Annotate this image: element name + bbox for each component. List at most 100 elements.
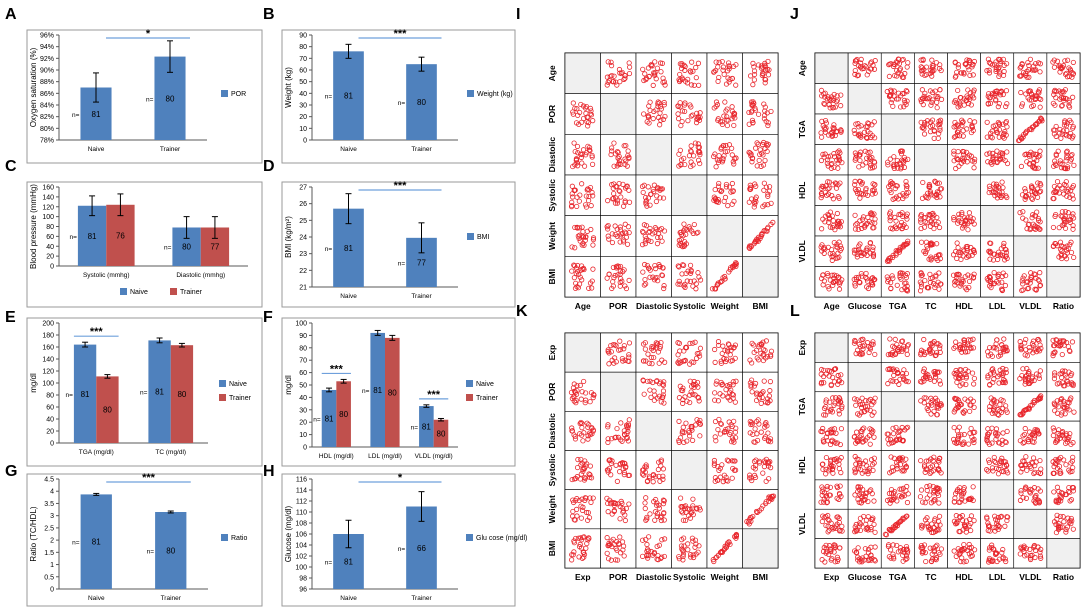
- scatter-point: [573, 270, 579, 276]
- y-tick-label: 82%: [40, 114, 54, 121]
- matrix-cell: [742, 256, 779, 298]
- n-value-label: 66: [417, 544, 426, 553]
- scatter-point: [861, 129, 868, 135]
- scatter-point: [859, 216, 866, 222]
- scatter-point: [750, 513, 756, 520]
- scatter-point: [832, 366, 839, 372]
- scatter-point: [678, 243, 685, 249]
- scatter-point: [754, 390, 760, 396]
- scatter-point: [1059, 102, 1065, 109]
- scatter-point: [960, 278, 966, 285]
- scatter-point: [661, 510, 667, 516]
- scatter-point: [579, 160, 585, 166]
- scatter-point: [853, 351, 859, 357]
- scatter-point: [827, 399, 833, 405]
- scatter-point: [589, 161, 596, 167]
- n-value-label: 77: [417, 258, 426, 267]
- scatter-point: [885, 159, 891, 165]
- scatter-point: [1069, 381, 1075, 388]
- scatter-point: [1058, 243, 1064, 249]
- scatter-point: [952, 279, 958, 285]
- scatter-point: [753, 199, 759, 205]
- y-tick-label: 20: [46, 429, 54, 436]
- scatter-point: [719, 382, 725, 388]
- scatter-point: [931, 338, 937, 345]
- y-tick-label: 23: [299, 251, 307, 258]
- scatter-point: [762, 60, 768, 66]
- scatter-point: [1028, 183, 1035, 189]
- scatter-point: [824, 96, 830, 102]
- scatter-point: [605, 233, 611, 239]
- scatter-point: [997, 92, 1004, 98]
- scatter-point: [676, 556, 682, 562]
- scatter-point: [605, 436, 611, 442]
- scatter-point: [838, 128, 844, 134]
- scatter-point: [646, 473, 652, 479]
- scatter-point: [750, 99, 756, 105]
- scatter-point: [905, 379, 911, 385]
- scatter-point: [830, 282, 836, 288]
- scatter-point: [872, 276, 878, 283]
- scatter-point: [1063, 123, 1070, 129]
- scatter-point: [985, 349, 991, 355]
- scatter-point: [723, 477, 729, 484]
- bar-f: [321, 389, 337, 447]
- scatter-point: [851, 340, 858, 346]
- scatter-point: [693, 64, 699, 71]
- scatter-point: [927, 279, 933, 286]
- scatter-point: [956, 215, 962, 221]
- scatter-point: [580, 466, 586, 472]
- scatter-point: [933, 272, 939, 278]
- y-tick-label: 98: [299, 576, 307, 583]
- scatter-point: [589, 152, 595, 159]
- scatter-point: [922, 277, 928, 284]
- scatter-point: [1061, 165, 1067, 171]
- n-value-label: 81: [92, 538, 101, 547]
- scatter-point: [661, 283, 667, 289]
- matrix-row-label: Diastolic: [547, 137, 557, 173]
- scatter-point: [984, 151, 990, 157]
- scatter-point: [577, 274, 583, 280]
- n-value-label: 80: [177, 390, 186, 399]
- scatter-point: [718, 360, 724, 366]
- scatter-point: [641, 282, 647, 288]
- scatter-point: [650, 116, 656, 122]
- scatter-point: [1063, 247, 1070, 253]
- scatter-point: [872, 351, 878, 358]
- scatter-point: [719, 159, 725, 165]
- scatter-point: [826, 212, 832, 219]
- scatter-point: [1059, 185, 1065, 191]
- y-tick-label: 0: [50, 441, 54, 448]
- scatter-point: [1057, 160, 1063, 166]
- scatter-point: [960, 133, 966, 139]
- scatter-point: [1051, 189, 1057, 196]
- scatter-point: [682, 358, 688, 364]
- matrix-cell: [814, 52, 849, 84]
- matrix-col-label: Systolic: [673, 301, 706, 311]
- scatter-point: [1065, 343, 1071, 350]
- scatter-point: [643, 75, 650, 81]
- scatter-point: [761, 180, 767, 186]
- scatter-point: [865, 149, 871, 156]
- scatter-point: [716, 59, 722, 65]
- scatter-point: [691, 153, 697, 159]
- scatter-point: [867, 346, 874, 352]
- scatter-point: [1016, 137, 1023, 143]
- bar-f: [419, 406, 434, 447]
- scatter-point: [583, 397, 589, 403]
- scatter-point: [821, 367, 827, 373]
- scatter-point: [898, 151, 905, 157]
- scatter-point: [642, 346, 648, 352]
- y-tick-label: 1: [50, 562, 54, 569]
- scatter-point: [680, 262, 686, 268]
- scatter-point: [746, 121, 752, 127]
- scatter-point: [729, 180, 735, 187]
- y-tick-label: 120: [42, 204, 54, 211]
- scatter-point: [758, 63, 765, 69]
- scatter-point: [871, 225, 877, 231]
- y-tick-label: 25: [299, 218, 307, 225]
- scatter-point: [729, 201, 735, 207]
- matrix-cell: [814, 332, 849, 363]
- scatter-point: [863, 247, 869, 253]
